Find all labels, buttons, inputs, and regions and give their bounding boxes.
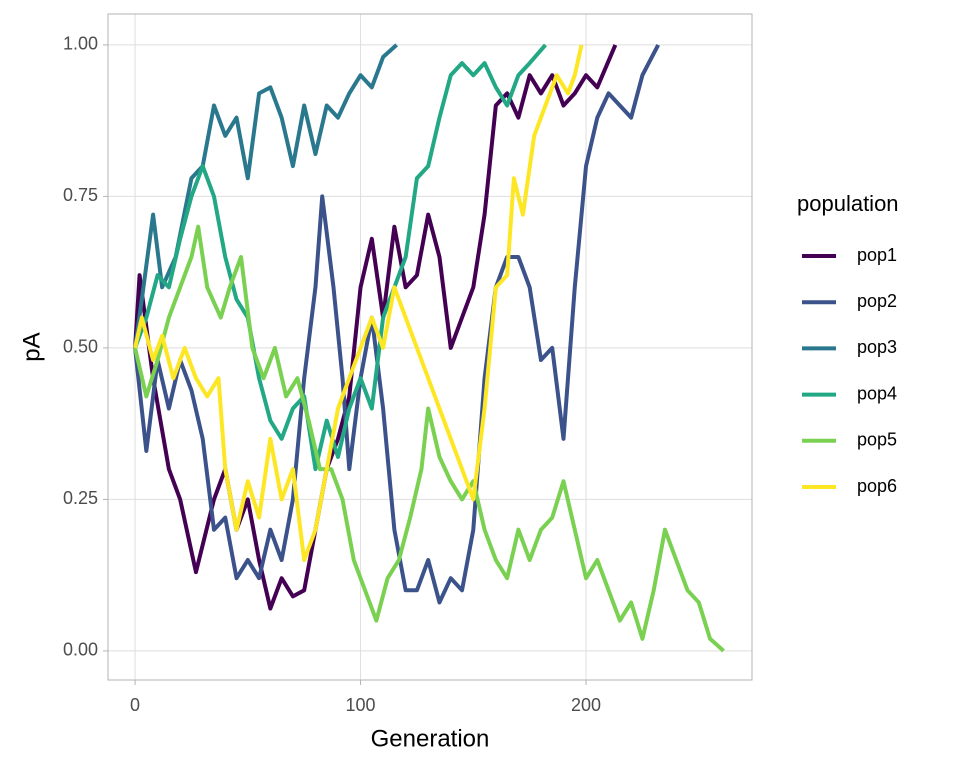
series-line	[133, 44, 584, 563]
series-line	[133, 43, 660, 605]
legend-label: pop6	[857, 476, 897, 496]
legend-label: pop5	[857, 430, 897, 450]
y-tick-label: 1.00	[63, 34, 98, 54]
legend-title: population	[797, 191, 899, 216]
legend-label: pop2	[857, 291, 897, 311]
x-tick-label: 200	[571, 695, 601, 715]
x-axis-title: Generation	[371, 725, 490, 752]
y-axis-title: pA	[18, 332, 45, 361]
series-line	[133, 44, 618, 611]
legend-label: pop3	[857, 337, 897, 357]
y-tick-label: 0.00	[63, 640, 98, 660]
x-tick-label: 0	[130, 695, 140, 715]
legend-label: pop1	[857, 245, 897, 265]
series-line	[133, 224, 725, 653]
x-tick-label: 100	[346, 695, 376, 715]
y-tick-label: 0.75	[63, 185, 98, 205]
series-line	[133, 43, 547, 472]
y-tick-label: 0.25	[63, 488, 98, 508]
legend-label: pop4	[857, 383, 897, 403]
y-tick-label: 0.50	[63, 337, 98, 357]
panel-border	[107, 13, 753, 681]
